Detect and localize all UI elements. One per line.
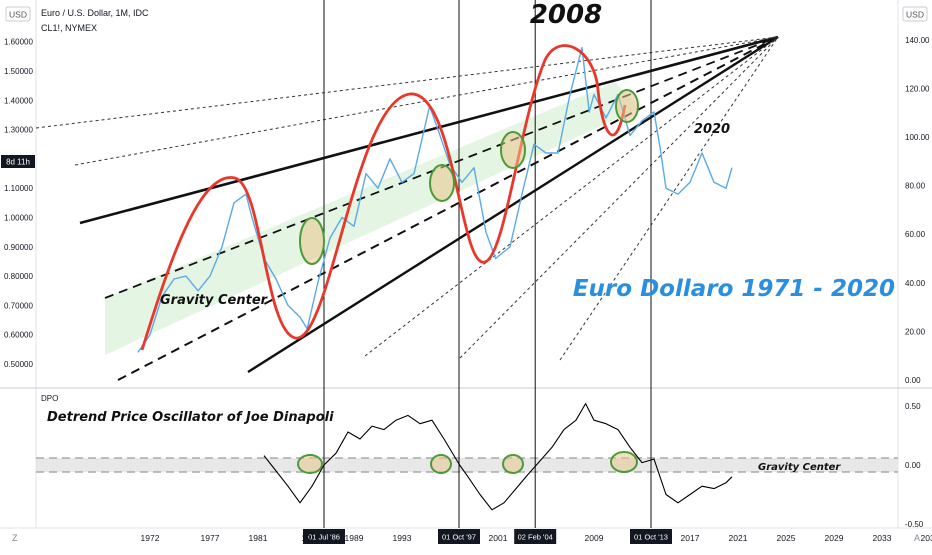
price-series-line: [137, 46, 733, 353]
left-currency-badge-bg: [5, 6, 31, 22]
left-tick-label: 1.00000: [4, 214, 33, 223]
price-ellipse-2004: [500, 131, 526, 169]
osc-ellipse-2004: [502, 454, 524, 474]
price-gravity-ellipses: [299, 89, 639, 265]
price-series-group: [137, 46, 733, 353]
countdown-badge-bg: [1, 155, 35, 168]
left-currency-badge[interactable]: USD: [9, 10, 27, 20]
x-tick-label: 1993: [393, 533, 412, 543]
osc-tick-label: 0.00: [905, 461, 921, 470]
fan-line-dotted-2: [74, 36, 779, 166]
fan-line-dashed-bottom: [117, 36, 779, 381]
left-tick-label: 1.30000: [4, 126, 33, 135]
right-tick-label: 20.00: [905, 327, 926, 336]
right-tick-label: 100.00: [905, 133, 930, 142]
right-tick-label: 40.00: [905, 279, 926, 288]
x-tick-label-partial: 19: [301, 533, 311, 543]
x-tick-label: 1972: [141, 533, 160, 543]
vertical-marker-label: 01 Oct '13: [634, 533, 668, 542]
x-tick-label: 2025: [777, 533, 796, 543]
x-tick-label: 2017: [681, 533, 700, 543]
gravity-center-label-top: Gravity Center: [160, 293, 269, 308]
right-axis-ticks: 0.00 20.00 40.00 60.00 80.00 100.00 120.00 140.…: [905, 36, 930, 385]
right-tick-label: 120.00: [905, 84, 930, 93]
dpo-indicator-title[interactable]: DPO: [41, 394, 58, 403]
left-tick-label: 1.10000: [4, 184, 33, 193]
price-ellipse-1986: [299, 217, 325, 265]
fan-line-lower-solid: [247, 35, 779, 374]
price-ellipse-2013: [615, 89, 639, 123]
fan-line-upper-solid: [79, 35, 779, 225]
fan-line-dotted-3: [364, 36, 779, 357]
left-tick-label: 0.60000: [4, 331, 33, 340]
right-tick-label: 0.00: [905, 376, 921, 385]
right-tick-label: 140.00: [905, 36, 930, 45]
dpo-description: Detrend Price Oscillator of Joe Dinapoli: [47, 410, 334, 425]
left-tick-label: 0.50000: [4, 360, 33, 369]
x-axis-ticks: 1972 1977 1981 1989 1993 2001 2009 2017 2021 2025…: [141, 533, 932, 543]
vertical-marker-label: 01 Oct '97: [442, 533, 476, 542]
right-currency-badge[interactable]: USD: [906, 10, 924, 20]
vertical-marker-badge: [630, 529, 672, 544]
fan-line-dotted-1: [35, 36, 779, 129]
annotation-2020: 2020: [694, 122, 730, 137]
right-tick-label: 80.00: [905, 182, 926, 191]
oscillator-series-line: [263, 403, 733, 511]
symbol-legend[interactable]: Euro / U.S. Dollar, 1M, IDC: [41, 8, 149, 18]
osc-ellipse-1986: [297, 454, 323, 474]
fan-lines: [35, 35, 779, 381]
vertical-marker-badge: [438, 529, 480, 544]
x-tick-label: 2009: [585, 533, 604, 543]
vertical-marker-badge: [514, 529, 557, 544]
left-tick-label: 1.50000: [4, 67, 33, 76]
countdown-badge: 8d 11h: [6, 158, 30, 167]
left-tick-label: 0.70000: [4, 301, 33, 310]
x-tick-label: 1977: [201, 533, 220, 543]
red-cycle-curve: [140, 44, 627, 351]
vertical-marker-label: 02 Feb '04: [518, 533, 553, 542]
compare-legend[interactable]: CL1!, NYMEX: [41, 23, 97, 33]
osc-tick-label: -0.50: [905, 520, 924, 529]
oscillator-axis-ticks: -0.50 0.00 0.50: [905, 402, 924, 529]
oscillator-series-group: [263, 403, 733, 511]
osc-ellipse-2013: [610, 451, 638, 473]
osc-tick-label: 0.50: [905, 402, 921, 411]
main-title-annotation: Euro Dollaro 1971 - 2020: [573, 276, 895, 302]
x-tick-label: 2001: [489, 533, 508, 543]
oscillator-gravity-ellipses: [297, 451, 638, 474]
left-tick-label: 0.90000: [4, 243, 33, 252]
osc-ellipse-1997: [430, 454, 452, 474]
price-ellipse-1997: [429, 164, 455, 202]
log-scale-button[interactable]: A: [914, 533, 920, 543]
oscillator-gravity-band: [36, 458, 898, 472]
gravity-center-label-bottom: Gravity Center: [758, 462, 841, 473]
x-tick-label: 1981: [249, 533, 268, 543]
vertical-marker-badge: [303, 529, 345, 544]
left-tick-label: 1.60000: [4, 38, 33, 47]
x-tick-label: 2029: [825, 533, 844, 543]
annotation-2008: 2008: [530, 0, 602, 30]
right-currency-badge-bg: [902, 6, 928, 22]
x-tick-label: 2033: [873, 533, 892, 543]
left-tick-label: 1.40000: [4, 96, 33, 105]
vertical-markers: 01 Jul '86 01 Oct '97 02 Feb '04 01 Oct '13: [303, 0, 672, 544]
x-tick-label: 1989: [345, 533, 364, 543]
vertical-marker-label: 01 Jul '86: [308, 533, 340, 542]
right-tick-label: 60.00: [905, 230, 926, 239]
fan-line-dotted-5: [559, 36, 779, 361]
x-tick-label: 2021: [729, 533, 748, 543]
timezone-button[interactable]: Z: [12, 533, 18, 543]
x-tick-label: 2037: [921, 533, 932, 543]
left-tick-label: 0.80000: [4, 272, 33, 281]
